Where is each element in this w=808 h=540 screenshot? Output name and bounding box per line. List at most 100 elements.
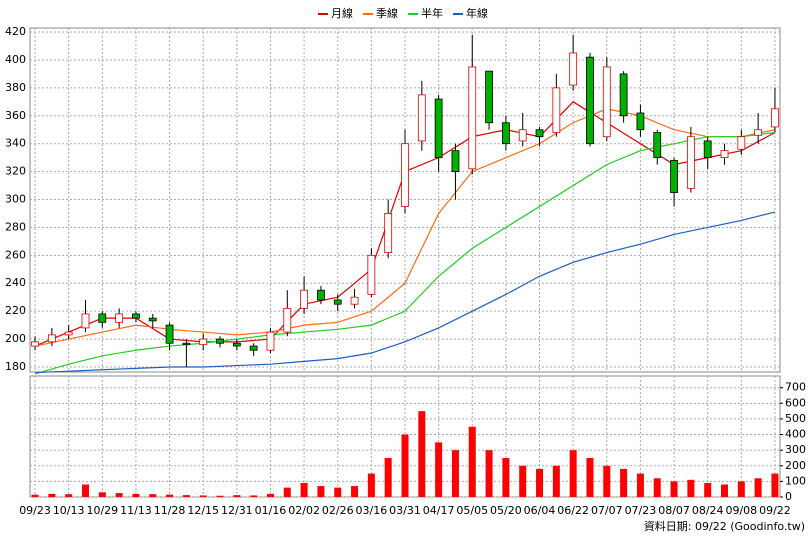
y2-tick-label: 100 — [785, 474, 806, 487]
y-tick-label: 360 — [5, 109, 26, 122]
candle-body — [283, 307, 292, 333]
candle-body — [333, 299, 342, 305]
candle-body — [754, 129, 763, 136]
candle-body — [586, 56, 594, 145]
x-tick-label: 06/22 — [557, 504, 589, 517]
candle-body — [535, 129, 544, 138]
candle-body — [703, 140, 712, 159]
x-tick-label: 05/20 — [490, 504, 522, 517]
volume-bar — [468, 426, 476, 497]
candle-body — [367, 254, 376, 295]
volume-bar — [31, 494, 39, 497]
candle-body — [98, 313, 107, 323]
x-tick-label: 08/24 — [692, 504, 724, 517]
volume-bar — [670, 481, 678, 497]
legend-label: 半年 — [421, 6, 443, 20]
candle-body — [81, 313, 90, 329]
x-tick-label: 10/29 — [86, 504, 118, 517]
volume-bar — [132, 493, 140, 497]
candle-body — [115, 313, 124, 323]
y2-tick-label: 200 — [785, 459, 806, 472]
candle-body — [518, 129, 527, 142]
y-tick-label: 380 — [5, 81, 26, 94]
candle-body — [182, 342, 191, 346]
x-tick-label: 03/16 — [356, 504, 388, 517]
candle-body — [199, 338, 208, 346]
volume-bar — [519, 465, 527, 497]
legend-label: 月線 — [331, 6, 353, 20]
candle-body — [148, 317, 157, 322]
volume-bar — [216, 495, 224, 497]
candle-body — [434, 98, 443, 159]
candle-body — [417, 94, 426, 142]
x-tick-label: 12/15 — [187, 504, 219, 517]
x-tick-label: 11/13 — [120, 504, 152, 517]
ma-line — [34, 108, 776, 347]
volume-bar — [81, 484, 89, 497]
candle-body — [737, 136, 746, 150]
candle-body — [232, 342, 241, 347]
y-tick-label: 340 — [5, 137, 26, 150]
volume-bar — [620, 468, 628, 497]
candle-body — [300, 289, 309, 309]
volume-bar — [636, 473, 644, 497]
x-tick-label: 04/17 — [423, 504, 455, 517]
candle-body — [686, 136, 695, 189]
candle-body — [552, 87, 561, 133]
candle-body — [266, 331, 275, 351]
candle-body — [350, 296, 359, 305]
y-tick-label: 320 — [5, 165, 26, 178]
x-tick-label: 05/05 — [456, 504, 488, 517]
y-tick-label: 420 — [5, 25, 26, 38]
candle-body — [670, 160, 678, 193]
volume-bar — [603, 465, 611, 497]
volume-bar — [233, 495, 241, 497]
candle-body — [602, 66, 611, 138]
volume-bar — [300, 482, 308, 497]
volume-bar — [653, 478, 661, 497]
candle-body — [720, 150, 729, 159]
volume-bar — [266, 493, 274, 497]
candle-body — [249, 345, 258, 351]
legend-label: 季線 — [376, 6, 398, 20]
x-tick-label: 09/22 — [759, 504, 791, 517]
y-tick-label: 220 — [5, 304, 26, 317]
volume-bar — [98, 492, 106, 497]
volume-bar — [485, 450, 493, 497]
y-tick-label: 240 — [5, 276, 26, 289]
y-tick-label: 280 — [5, 220, 26, 233]
volume-bar — [502, 457, 510, 497]
candle-body — [216, 338, 224, 344]
x-tick-label: 01/16 — [255, 504, 287, 517]
candle-body — [468, 66, 477, 170]
volume-bar — [771, 473, 779, 497]
y2-tick-label: 600 — [785, 396, 806, 409]
x-tick-label: 11/28 — [154, 504, 186, 517]
legend-label: 年線 — [466, 6, 488, 20]
y-tick-label: 180 — [5, 360, 26, 373]
candle-body — [31, 341, 39, 347]
candle-body — [771, 108, 779, 128]
x-tick-label: 03/31 — [389, 504, 421, 517]
y2-tick-label: 0 — [785, 490, 792, 503]
volume-bar — [704, 482, 712, 497]
x-tick-label: 02/02 — [288, 504, 320, 517]
ma-line — [35, 211, 776, 374]
candle-body — [132, 313, 140, 319]
y2-tick-label: 300 — [785, 443, 806, 456]
volume-bar — [737, 481, 745, 497]
candle-body — [619, 73, 628, 117]
x-tick-label: 12/31 — [221, 504, 253, 517]
volume-bar — [401, 434, 409, 497]
y2-tick-label: 500 — [785, 412, 806, 425]
volume-bar — [552, 465, 560, 497]
candle-body — [165, 324, 174, 344]
volume-bar — [687, 479, 695, 497]
volume-bar — [283, 487, 291, 497]
candle-body — [636, 112, 645, 131]
candle-body — [485, 70, 493, 124]
x-tick-label: 09/23 — [19, 504, 51, 517]
x-tick-label: 07/23 — [625, 504, 657, 517]
volume-bar — [451, 450, 459, 497]
